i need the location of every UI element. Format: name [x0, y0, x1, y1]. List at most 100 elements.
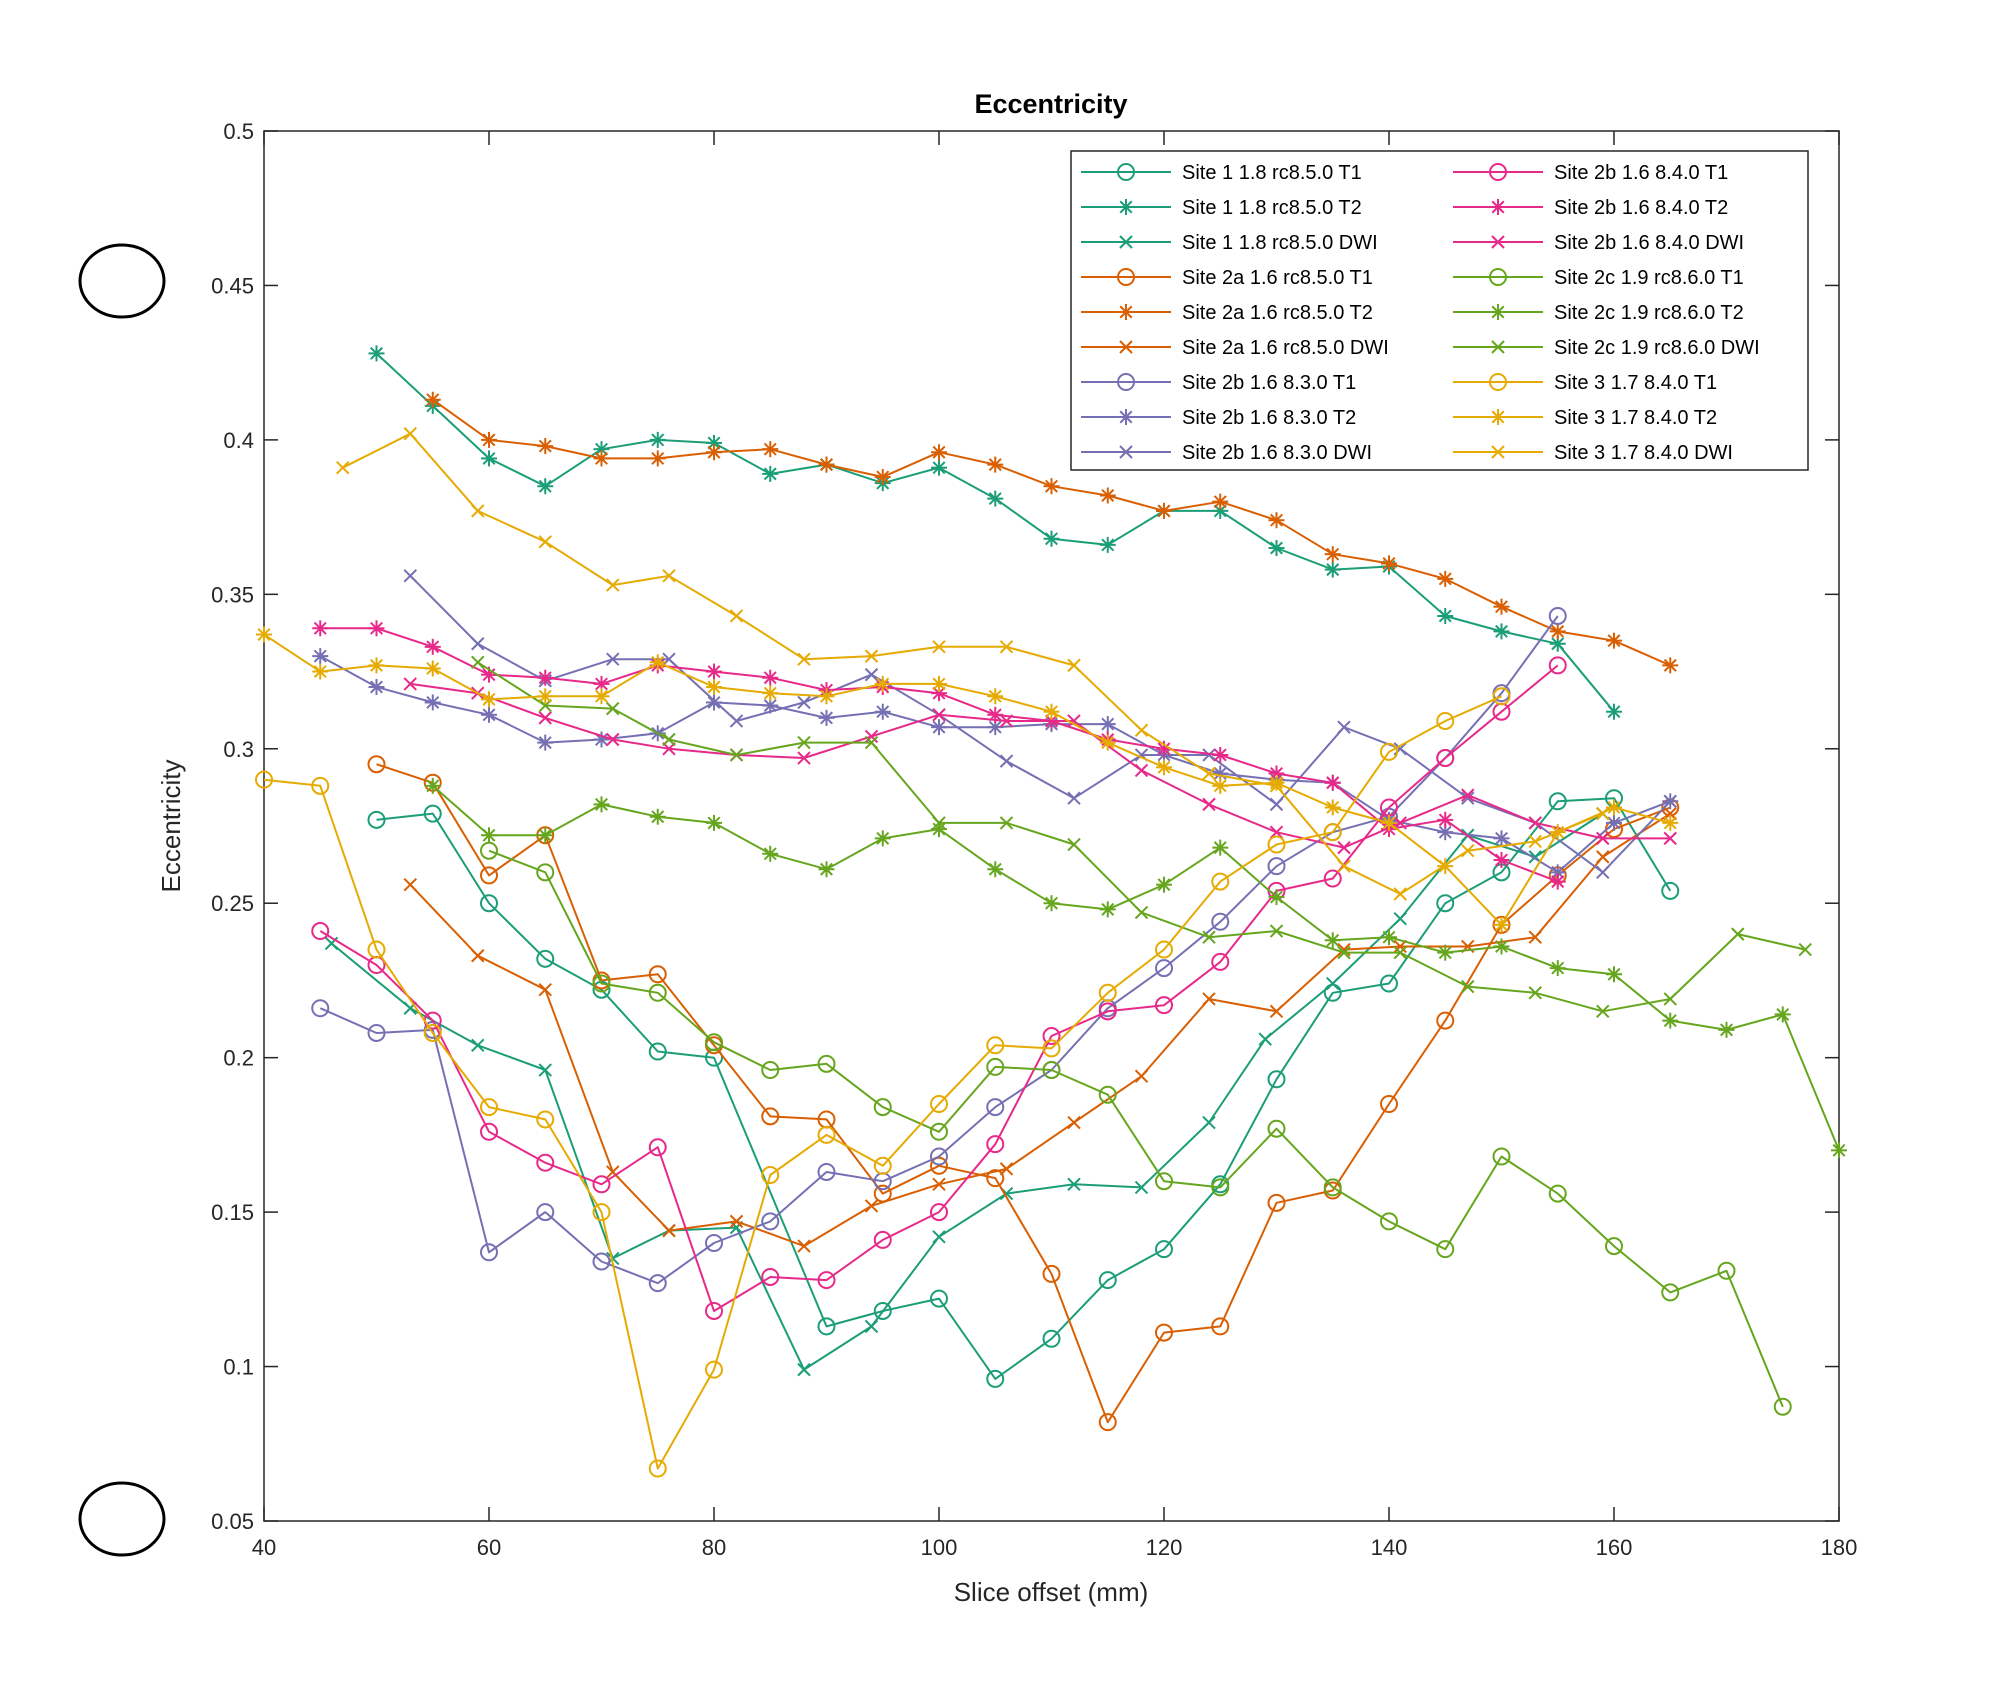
data-point	[1098, 1002, 1117, 1021]
y-tick-label: 0.5	[223, 119, 254, 144]
data-point	[1202, 748, 1216, 762]
data-point	[1042, 1039, 1061, 1058]
legend-label: Site 2b 1.6 8.4.0 T2	[1554, 197, 1728, 219]
data-point	[592, 1175, 611, 1194]
data-point	[593, 675, 610, 692]
data-point	[873, 1156, 892, 1175]
data-point	[986, 1169, 1005, 1188]
data-point	[1268, 774, 1285, 791]
data-point	[606, 732, 620, 747]
data-point	[1099, 734, 1116, 751]
data-point	[336, 460, 350, 475]
data-point	[1099, 716, 1116, 733]
data-point	[481, 706, 497, 723]
data-point	[1662, 1012, 1679, 1029]
data-point	[424, 391, 441, 408]
data-point	[537, 478, 554, 495]
data-point	[536, 949, 555, 968]
data-point	[256, 626, 272, 643]
legend-label: Site 3 1.7 8.4.0 DWI	[1554, 442, 1733, 464]
y-tick-label: 0.15	[211, 1200, 254, 1225]
data-point	[481, 431, 497, 448]
data-point	[606, 578, 620, 592]
data-point	[932, 816, 946, 830]
data-point	[1098, 1413, 1117, 1432]
data-point	[1323, 869, 1342, 888]
data-point	[1155, 1323, 1173, 1342]
data-point	[480, 866, 498, 885]
data-point	[706, 663, 722, 680]
legend-label: Site 2a 1.6 rc8.5.0 T1	[1182, 267, 1373, 289]
data-point	[1380, 742, 1398, 761]
data-point	[797, 1362, 811, 1377]
data-point	[1528, 816, 1542, 830]
data-point	[1606, 966, 1622, 983]
data-point	[1492, 687, 1511, 706]
data-point	[1606, 632, 1622, 649]
data-point	[931, 719, 947, 736]
x-tick-label: 40	[252, 1535, 276, 1560]
data-point	[255, 770, 273, 789]
series-line	[376, 763, 1671, 1424]
data-point	[1267, 1070, 1286, 1089]
data-point	[797, 652, 811, 666]
data-point	[1155, 1172, 1173, 1191]
data-point	[1337, 859, 1351, 873]
data-point	[1606, 799, 1622, 816]
data-point	[1489, 373, 1507, 391]
data-point	[593, 450, 610, 467]
data-point	[1067, 658, 1081, 673]
data-point	[1491, 445, 1505, 459]
series-15	[471, 655, 1812, 1019]
data-point	[1774, 1006, 1791, 1023]
data-point	[762, 465, 779, 482]
data-point	[1269, 924, 1284, 938]
data-point	[817, 1054, 836, 1073]
legend: Site 1 1.8 rc8.5.0 T1 Site 1 1.8 rc8.5.0 …	[1070, 150, 1809, 471]
data-point	[705, 1301, 723, 1320]
y-tick-label: 0.25	[211, 891, 254, 916]
data-point	[1773, 1397, 1792, 1416]
data-point	[537, 827, 554, 844]
legend-entry: Site 2b 1.6 8.3.0 T2	[1081, 407, 1356, 429]
data-point	[480, 1098, 498, 1117]
data-point	[1605, 1237, 1623, 1256]
data-point	[762, 441, 779, 458]
legend-label: Site 3 1.7 8.4.0 T2	[1554, 407, 1717, 429]
data-point	[1548, 792, 1567, 811]
data-point	[368, 657, 385, 674]
data-point	[1267, 1119, 1286, 1138]
data-point	[705, 1234, 723, 1252]
data-point	[930, 1122, 948, 1141]
data-point	[606, 701, 620, 716]
data-point	[1202, 992, 1216, 1006]
data-point	[1043, 530, 1060, 547]
data-point	[471, 949, 485, 963]
data-point	[662, 732, 676, 747]
data-point	[797, 751, 811, 765]
data-point	[1528, 930, 1542, 944]
data-point	[1134, 905, 1149, 920]
data-point	[1393, 945, 1407, 960]
data-point	[593, 731, 610, 748]
legend-entry: Site 1 1.8 rc8.5.0 DWI	[1081, 232, 1378, 254]
data-point	[1211, 952, 1230, 971]
data-point	[1155, 1240, 1173, 1259]
data-point	[1269, 797, 1284, 812]
y-tick-label: 0.1	[223, 1355, 254, 1380]
data-point	[1436, 749, 1455, 768]
data-point	[932, 1230, 946, 1244]
x-tick-label: 60	[477, 1535, 501, 1560]
series-line	[342, 432, 1604, 895]
data-point	[1661, 881, 1680, 900]
data-point	[367, 1023, 386, 1042]
data-point	[311, 999, 330, 1018]
data-point	[592, 974, 611, 993]
data-point	[1549, 960, 1566, 977]
data-point	[818, 456, 835, 473]
series-13	[480, 841, 1792, 1416]
data-point	[1267, 835, 1286, 854]
series-lines	[255, 345, 1847, 1478]
data-point	[1211, 1178, 1230, 1197]
data-point	[1380, 1212, 1398, 1231]
